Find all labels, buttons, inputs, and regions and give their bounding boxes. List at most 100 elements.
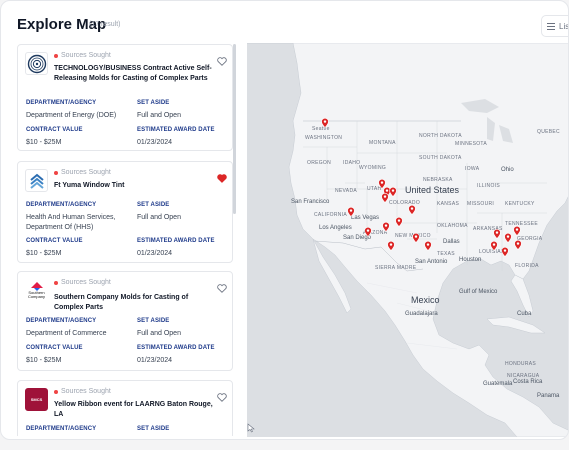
map-label-missouri: MISSOURI	[467, 201, 495, 207]
opportunity-card[interactable]: Southern Company Sources Sought Southern…	[17, 271, 233, 371]
hhs-logo	[25, 169, 48, 192]
award-date: 01/23/2024	[137, 357, 173, 364]
opportunity-list[interactable]: Sources Sought TECHNOLOGY/BUSINESS Contr…	[17, 44, 235, 436]
map-pin-icon[interactable]	[347, 207, 355, 217]
doe-seal-logo	[25, 52, 48, 75]
status-dot	[54, 53, 58, 58]
set-aside-label: SET ASIDE	[137, 318, 170, 324]
contract-value-label: CONTRACT VALUE	[26, 238, 83, 244]
cursor-icon	[247, 423, 255, 433]
contract-value: $10 - $25M	[26, 139, 62, 146]
opportunity-card[interactable]: Sources Sought TECHNOLOGY/BUSINESS Contr…	[17, 44, 233, 151]
favorite-heart-icon[interactable]	[216, 391, 228, 403]
list-scrollbar[interactable]	[233, 44, 236, 214]
award-date-label: ESTIMATED AWARD DATE	[137, 345, 215, 351]
map-label-illinois: ILLINOIS	[477, 183, 500, 189]
contract-value-label: CONTRACT VALUE	[26, 127, 83, 133]
department-label: DEPARTMENT/AGENCY	[26, 318, 97, 324]
favorite-heart-icon[interactable]	[216, 55, 228, 67]
set-aside-label: SET ASIDE	[137, 100, 170, 106]
map-label-san-francisco: San Francisco	[291, 199, 330, 205]
map-pin-icon[interactable]	[408, 205, 416, 215]
map-pin-icon[interactable]	[501, 247, 509, 257]
page-title: Explore Map	[17, 16, 107, 33]
department-label: DEPARTMENT/AGENCY	[26, 100, 97, 106]
map-pin-icon[interactable]	[395, 217, 403, 227]
map-pin-icon[interactable]	[504, 233, 512, 243]
header: Explore Map (17 result) List	[1, 1, 569, 43]
map-label-louisiana: LOUISIANA	[479, 249, 509, 255]
contract-value: $10 - $25M	[26, 250, 62, 257]
map-label-oklahoma: OKLAHOMA	[437, 223, 468, 229]
map-label-costa-rica: Costa Rica	[513, 379, 543, 385]
map-pin-icon[interactable]	[514, 240, 522, 250]
list-icon	[547, 22, 555, 30]
map-pin-icon[interactable]	[387, 241, 395, 251]
opportunity-title[interactable]: Yellow Ribbon event for LAARNG Baton Rou…	[54, 401, 213, 418]
map-label-oregon: OREGON	[307, 160, 332, 166]
map-label-south-dakota: SOUTH DAKOTA	[419, 155, 462, 161]
map-pin-icon[interactable]	[424, 241, 432, 251]
opportunity-title[interactable]: TECHNOLOGY/BUSINESS Contract Active Self…	[54, 65, 212, 82]
map-pin-icon[interactable]	[364, 227, 372, 237]
opportunity-card[interactable]: Sources Sought Ft Yuma Window Tint DEPAR…	[17, 161, 233, 263]
map-label-honduras: HONDURAS	[505, 361, 537, 367]
result-count: (17 result)	[89, 21, 121, 28]
map-label-arkansas: ARKANSAS	[473, 226, 503, 232]
set-aside-label: SET ASIDE	[137, 202, 170, 208]
map-label-wyoming: WYOMING	[359, 165, 387, 171]
map-pin-icon[interactable]	[490, 241, 498, 251]
map-pin-icon[interactable]	[321, 118, 329, 128]
map-pin-icon[interactable]	[382, 222, 390, 232]
map-label-california: CALIFORNIA	[314, 212, 348, 218]
department-label: DEPARTMENT/AGENCY	[26, 426, 97, 432]
map-label-nicaragua: NICARAGUA	[507, 373, 540, 379]
map-label-las-vegas: Las Vegas	[351, 215, 380, 221]
map-label-texas: TEXAS	[437, 251, 455, 257]
map-label-gulf-of-mexico: Gulf of Mexico	[459, 289, 498, 295]
map-label-florida: FLORIDA	[515, 263, 539, 269]
department-value: Department of Commerce	[26, 330, 107, 337]
map-label-quebec: QUEBEC	[537, 129, 560, 135]
opportunity-type: Sources Sought	[54, 169, 111, 176]
set-aside-value: Full and Open	[137, 214, 181, 221]
award-date: 01/23/2024	[137, 139, 173, 146]
department-label: DEPARTMENT/AGENCY	[26, 202, 97, 208]
map-label-minnesota: MINNESOTA	[455, 141, 488, 147]
list-view-label: List	[559, 21, 569, 31]
award-date-label: ESTIMATED AWARD DATE	[137, 127, 215, 133]
map-pin-icon[interactable]	[493, 229, 501, 239]
map-view[interactable]: Seattle WASHINGTON OREGON IDAHO MONTANA …	[247, 43, 568, 437]
map-pin-icon[interactable]	[412, 233, 420, 243]
department-value: Department of Energy (DOE)	[26, 112, 117, 119]
opportunity-card[interactable]: SMCS Sources Sought Yellow Ribbon event …	[17, 380, 233, 436]
map-pin-icon[interactable]	[389, 187, 397, 197]
list-view-button[interactable]: List	[541, 15, 569, 37]
award-date: 01/23/2024	[137, 250, 173, 257]
map-label-arizona: ARIZONA	[363, 230, 388, 236]
opportunity-title[interactable]: Southern Company Molds for Casting of Co…	[54, 294, 189, 311]
opportunity-title[interactable]: Ft Yuma Window Tint	[54, 182, 125, 189]
map-label-ohio: Ohio	[501, 167, 514, 173]
contract-value: $10 - $25M	[26, 357, 62, 364]
favorite-heart-filled-icon[interactable]	[216, 172, 228, 184]
award-date-label: ESTIMATED AWARD DATE	[137, 238, 215, 244]
explore-map-panel: Explore Map (17 result) List Sources Sou…	[0, 0, 569, 440]
status-dot	[54, 280, 58, 285]
status-dot	[54, 170, 58, 175]
map-pin-icon[interactable]	[513, 226, 521, 236]
map-label-sierra-madre: SIERRA MADRE	[375, 265, 417, 271]
map-label-cuba: Cuba	[517, 311, 532, 317]
map-label-georgia: GEORGIA	[517, 236, 543, 242]
favorite-heart-icon[interactable]	[216, 282, 228, 294]
map-pin-icon[interactable]	[378, 179, 386, 189]
opportunity-type: Sources Sought	[54, 388, 111, 395]
map-label-nevada: NEVADA	[335, 188, 357, 194]
opportunity-type: Sources Sought	[54, 52, 111, 59]
set-aside-value: Full and Open	[137, 112, 181, 119]
map-land	[247, 43, 568, 437]
map-label-mexico: Mexico	[411, 295, 440, 305]
map-label-tennessee: TENNESSEE	[505, 221, 538, 227]
map-pin-icon[interactable]	[381, 193, 389, 203]
map-label-utah: UTAH	[367, 186, 382, 192]
